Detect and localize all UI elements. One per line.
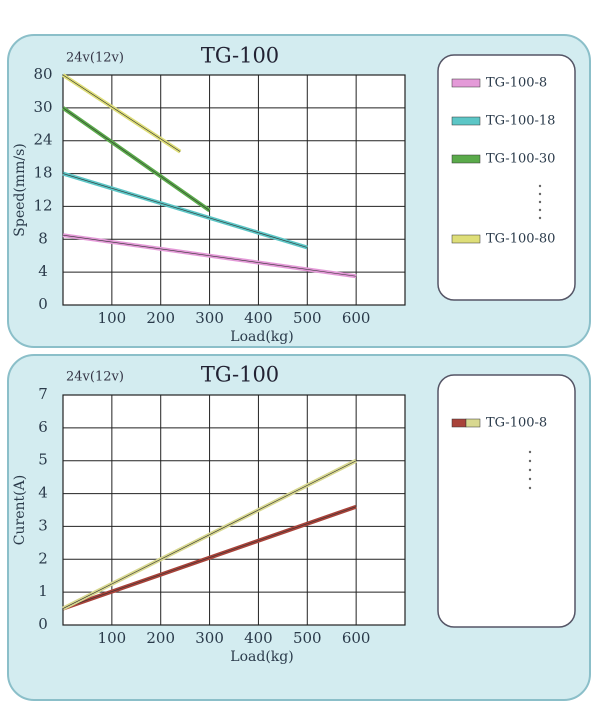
legend-swatch <box>451 234 481 244</box>
x-tick-label: 600 <box>342 629 371 647</box>
y-tick-label: 30 <box>33 98 52 116</box>
legend-label: TG-100-8 <box>486 76 547 91</box>
x-tick-label: 300 <box>195 309 224 327</box>
y-tick-label: 5 <box>38 451 48 469</box>
legend-label: TG-100-80 <box>486 232 555 247</box>
series-line-edge <box>62 107 210 211</box>
y-tick-label: 6 <box>38 418 48 436</box>
y-tick-label: 0 <box>38 295 48 313</box>
legend-swatch <box>465 418 481 428</box>
x-axis-label: Load(kg) <box>230 649 293 665</box>
x-tick-label: 500 <box>293 629 322 647</box>
x-tick-label: 200 <box>146 309 175 327</box>
y-axis-label: Speed(mm/s) <box>12 143 28 236</box>
x-tick-label: 500 <box>293 309 322 327</box>
series-line-edge <box>62 74 181 152</box>
y-tick-label: 7 <box>38 385 48 403</box>
x-tick-label: 400 <box>244 309 273 327</box>
legend-swatch <box>451 418 467 428</box>
y-axis-label: Curent(A) <box>12 475 28 545</box>
x-tick-label: 300 <box>195 629 224 647</box>
legend-swatch <box>451 78 481 88</box>
legend-box <box>437 374 576 628</box>
legend-label: TG-100-18 <box>486 114 555 129</box>
x-tick-label: 400 <box>244 629 273 647</box>
x-tick-label: 100 <box>98 629 127 647</box>
chart-subtitle: 24v(12v) <box>66 370 124 385</box>
series-line-edge <box>62 234 357 277</box>
series-line-edge <box>62 506 357 609</box>
y-tick-label: 12 <box>33 196 52 214</box>
legend-swatch <box>451 154 481 164</box>
y-tick-label: 8 <box>38 229 48 247</box>
x-axis-label: Load(kg) <box>230 329 293 345</box>
y-tick-label: 4 <box>38 262 48 280</box>
y-tick-label: 1 <box>38 582 48 600</box>
y-tick-label: 18 <box>33 164 52 182</box>
legend-label: TG-100-30 <box>486 152 555 167</box>
legend-label: TG-100-8 <box>486 416 547 431</box>
y-tick-label: 0 <box>38 615 48 633</box>
chart-title: TG-100 <box>201 363 279 387</box>
legend-swatch <box>451 116 481 126</box>
y-tick-label: 80 <box>33 65 52 83</box>
y-tick-label: 4 <box>38 484 48 502</box>
x-tick-label: 600 <box>342 309 371 327</box>
y-tick-label: 2 <box>38 549 48 567</box>
x-tick-label: 200 <box>146 629 175 647</box>
x-tick-label: 100 <box>98 309 127 327</box>
series-line-edge <box>62 460 357 609</box>
y-tick-label: 3 <box>38 516 48 534</box>
ellipsis <box>528 184 542 490</box>
chart-subtitle: 24v(12v) <box>66 51 124 66</box>
series-line-edge <box>62 173 308 248</box>
chart-title: TG-100 <box>201 44 279 68</box>
legend-box <box>437 54 576 301</box>
y-tick-label: 24 <box>33 131 52 149</box>
